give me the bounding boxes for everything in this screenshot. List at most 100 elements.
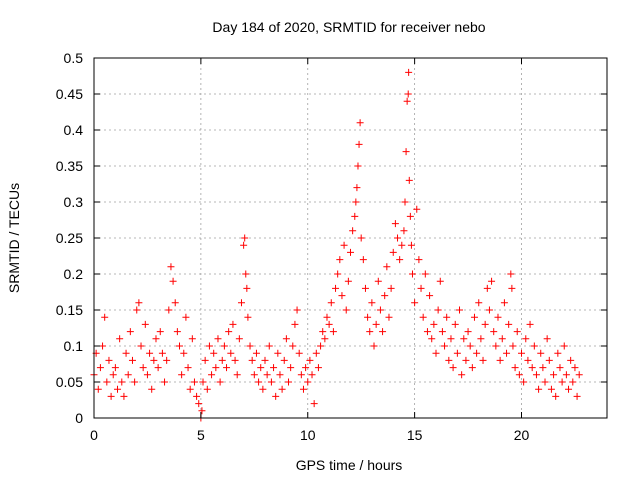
- data-point: [252, 349, 260, 357]
- data-point: [524, 356, 532, 364]
- data-point: [146, 349, 154, 357]
- data-point: [171, 299, 179, 307]
- data-point: [163, 356, 171, 364]
- data-point: [231, 356, 239, 364]
- data-point: [133, 306, 141, 314]
- data-point: [306, 356, 314, 364]
- data-points: [90, 68, 583, 422]
- data-point: [243, 284, 251, 292]
- y-tick-label: 0.4: [64, 122, 84, 138]
- data-point: [400, 227, 408, 235]
- data-point: [205, 342, 213, 350]
- data-point: [310, 400, 318, 408]
- y-tick-label: 0.05: [56, 374, 83, 390]
- data-point: [552, 392, 560, 400]
- data-point: [248, 356, 256, 364]
- data-point: [458, 371, 466, 379]
- data-point: [550, 371, 558, 379]
- data-point: [496, 356, 504, 364]
- data-point: [381, 292, 389, 300]
- data-point: [304, 378, 312, 386]
- data-point: [508, 284, 516, 292]
- data-point: [193, 392, 201, 400]
- x-tick-label: 0: [90, 427, 98, 443]
- x-tick-label: 10: [300, 427, 316, 443]
- data-point: [270, 364, 278, 372]
- y-tick-label: 0.5: [64, 50, 84, 66]
- data-point: [543, 335, 551, 343]
- data-point: [167, 263, 175, 271]
- data-point: [575, 371, 583, 379]
- data-point: [99, 342, 107, 350]
- data-point: [413, 205, 421, 213]
- data-point: [562, 371, 570, 379]
- data-point: [509, 342, 517, 350]
- data-point: [556, 364, 564, 372]
- data-point: [107, 392, 115, 400]
- data-point: [385, 313, 393, 321]
- data-point: [293, 306, 301, 314]
- data-point: [353, 184, 361, 192]
- data-point: [272, 392, 280, 400]
- data-point: [299, 385, 307, 393]
- data-point: [379, 328, 387, 336]
- data-point: [122, 349, 130, 357]
- data-point: [383, 263, 391, 271]
- data-point: [405, 68, 413, 76]
- data-point: [261, 356, 269, 364]
- data-point: [541, 378, 549, 386]
- data-point: [227, 349, 235, 357]
- data-point: [201, 356, 209, 364]
- data-point: [302, 364, 310, 372]
- y-tick-label: 0.2: [64, 266, 84, 282]
- data-point: [199, 378, 207, 386]
- y-axis-ticks: 0 0.05 0.1 0.15 0.2 0.25 0.3 0.35 0.4 0.45 0.5: [56, 50, 607, 426]
- data-point: [402, 148, 410, 156]
- data-point: [291, 320, 299, 328]
- data-point: [423, 328, 431, 336]
- data-point: [109, 371, 117, 379]
- data-point: [449, 364, 457, 372]
- data-point: [445, 356, 453, 364]
- data-point: [237, 299, 245, 307]
- data-point: [522, 335, 530, 343]
- data-point: [464, 328, 472, 336]
- data-point: [282, 335, 290, 343]
- data-point: [128, 356, 136, 364]
- data-point: [406, 212, 414, 220]
- data-point: [225, 328, 233, 336]
- data-point: [139, 364, 147, 372]
- data-point: [336, 256, 344, 264]
- data-point: [368, 299, 376, 307]
- data-point: [492, 342, 500, 350]
- data-point: [460, 335, 468, 343]
- data-point: [285, 378, 293, 386]
- data-point: [498, 335, 506, 343]
- data-point: [434, 306, 442, 314]
- data-point: [376, 306, 384, 314]
- data-point: [573, 392, 581, 400]
- data-point: [405, 176, 413, 184]
- data-point: [468, 364, 476, 372]
- data-point: [436, 277, 444, 285]
- data-point: [241, 234, 249, 242]
- data-point: [154, 364, 162, 372]
- data-point: [356, 119, 364, 127]
- data-point: [342, 306, 350, 314]
- data-point: [451, 320, 459, 328]
- data-point: [198, 407, 206, 415]
- data-point: [391, 220, 399, 228]
- x-axis-ticks: 0 5 10 15 20: [90, 58, 529, 443]
- data-point: [404, 90, 412, 98]
- data-point: [349, 227, 357, 235]
- data-point: [229, 320, 237, 328]
- data-point: [387, 284, 395, 292]
- data-point: [135, 299, 143, 307]
- data-point: [483, 284, 491, 292]
- data-point: [188, 335, 196, 343]
- data-point: [240, 241, 248, 249]
- data-point: [319, 328, 327, 336]
- data-point: [176, 342, 183, 350]
- data-point: [178, 371, 186, 379]
